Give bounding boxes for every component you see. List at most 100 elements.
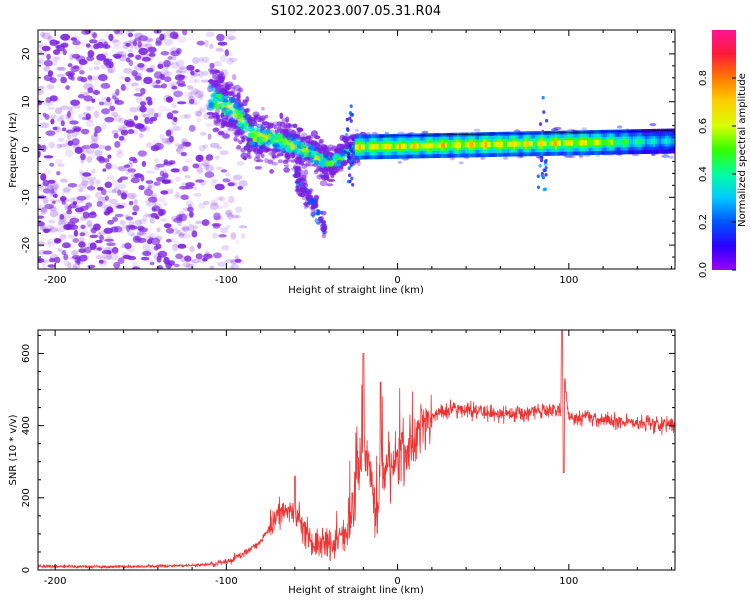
noise-speckle	[133, 115, 139, 121]
carrier-band-segment	[456, 142, 460, 148]
noise-speckle	[85, 120, 94, 128]
noise-speckle	[174, 74, 185, 81]
noise-speckle	[198, 202, 206, 209]
noise-speckle	[194, 90, 204, 99]
noise-speckle	[38, 85, 45, 90]
carrier-band-segment	[424, 143, 428, 149]
noise-speckle	[166, 108, 171, 113]
noise-speckle	[40, 173, 47, 181]
noise-speckle	[60, 120, 65, 127]
secondary-branch-blob	[317, 210, 324, 215]
noise-speckle	[151, 81, 159, 88]
noise-speckle	[215, 196, 223, 201]
noise-speckle	[43, 60, 53, 67]
transition-blob	[229, 117, 235, 123]
noise-speckle	[87, 75, 93, 80]
noise-speckle	[67, 205, 72, 212]
noise-speckle	[217, 41, 228, 46]
noise-speckle	[135, 54, 142, 61]
y-tick-label: 600	[21, 344, 32, 363]
carrier-halo	[449, 157, 455, 161]
spike-blob	[349, 104, 353, 108]
transition-blob	[276, 133, 283, 140]
noise-speckle	[125, 43, 131, 47]
noise-speckle	[126, 30, 136, 33]
x-tick-label: 100	[559, 576, 578, 587]
noise-speckle	[129, 106, 139, 113]
noise-speckle	[83, 194, 91, 200]
spike-blob	[543, 187, 548, 191]
noise-speckle	[122, 254, 131, 260]
noise-speckle	[71, 138, 80, 146]
noise-speckle	[96, 53, 106, 61]
noise-speckle	[47, 238, 57, 246]
noise-speckle	[50, 118, 55, 125]
noise-speckle	[238, 180, 248, 187]
noise-speckle	[38, 185, 45, 191]
noise-speckle	[38, 249, 47, 256]
transition-blob	[323, 150, 330, 156]
noise-speckle	[65, 113, 70, 120]
noise-speckle	[129, 156, 137, 162]
noise-speckle	[161, 174, 168, 179]
noise-speckle	[216, 146, 222, 150]
noise-speckle	[121, 243, 127, 249]
noise-speckle	[113, 261, 121, 269]
transition-blob	[297, 127, 304, 133]
noise-speckle	[133, 32, 143, 40]
noise-speckle	[123, 119, 129, 126]
transition-blob	[264, 146, 271, 152]
carrier-band-segment	[502, 141, 506, 147]
noise-speckle	[135, 87, 142, 92]
carrier-band-segment	[366, 144, 370, 150]
noise-speckle	[190, 72, 196, 79]
noise-speckle	[119, 220, 126, 226]
noise-speckle	[111, 129, 119, 135]
noise-speckle	[86, 156, 92, 163]
noise-speckle	[134, 219, 142, 226]
noise-speckle	[47, 179, 56, 184]
noise-speckle	[71, 250, 79, 256]
noise-speckle	[126, 119, 134, 125]
carrier-band-segment	[410, 143, 414, 149]
transition-blob	[271, 161, 278, 166]
noise-speckle	[189, 211, 194, 218]
noise-speckle	[47, 106, 55, 110]
carrier-band-segment	[653, 138, 656, 144]
noise-speckle	[230, 232, 237, 240]
transition-blob	[326, 183, 334, 187]
noise-speckle	[198, 56, 204, 63]
transition-blob	[303, 169, 309, 176]
noise-speckle	[113, 30, 121, 35]
carrier-band-segment	[518, 141, 522, 147]
carrier-band-segment	[594, 139, 598, 146]
transition-blob	[233, 109, 239, 114]
carrier-band-segment	[408, 143, 412, 149]
noise-speckle	[56, 143, 63, 149]
noise-speckle	[137, 150, 147, 157]
noise-speckle	[144, 199, 152, 205]
noise-speckle	[64, 127, 70, 133]
noise-speckle	[81, 144, 91, 150]
carrier-band-segment	[488, 141, 492, 148]
noise-speckle	[229, 57, 238, 63]
noise-speckle	[227, 182, 235, 187]
carrier-band-segment	[592, 139, 596, 146]
carrier-band-segment	[504, 141, 508, 147]
noise-speckle	[192, 89, 201, 95]
noise-speckle	[97, 245, 104, 251]
transition-blob	[273, 141, 280, 145]
noise-speckle	[185, 200, 194, 207]
carrier-band-segment	[374, 144, 378, 150]
noise-speckle	[89, 154, 95, 159]
noise-speckle	[140, 112, 146, 118]
spike-blob	[349, 159, 353, 164]
noise-speckle	[142, 113, 151, 119]
noise-speckle	[132, 211, 138, 216]
noise-speckle	[57, 66, 67, 71]
transition-blob	[293, 140, 299, 145]
transition-blob	[245, 96, 250, 103]
noise-speckle	[218, 196, 226, 202]
spike-blob	[538, 164, 542, 168]
noise-speckle	[47, 264, 56, 268]
